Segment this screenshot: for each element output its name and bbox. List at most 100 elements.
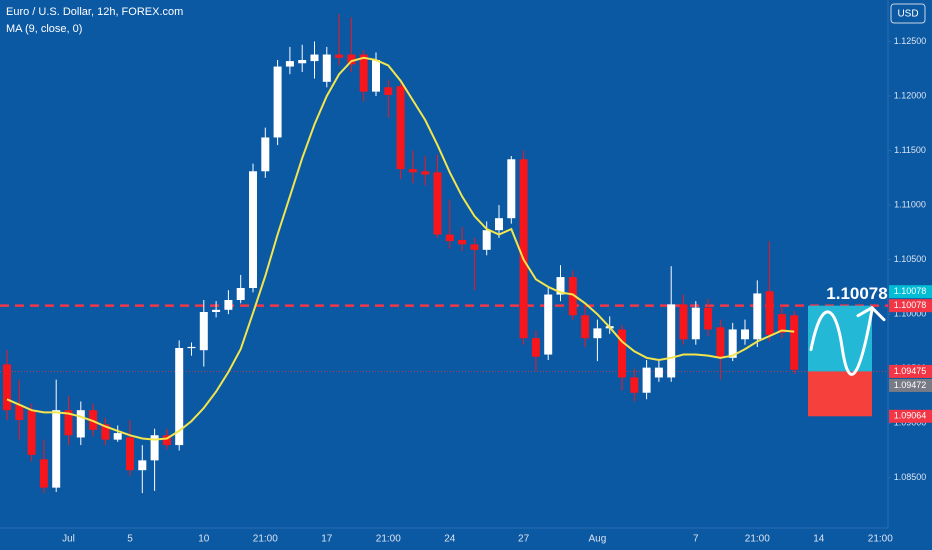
- candle-body: [753, 293, 762, 340]
- candle-body: [335, 54, 344, 58]
- candle-body: [359, 54, 368, 92]
- price-label: 1.10078: [894, 286, 927, 296]
- candle-body: [298, 60, 307, 64]
- y-tick-label: 1.10000: [894, 309, 927, 319]
- candle-body: [544, 294, 553, 355]
- x-tick-label: 17: [321, 534, 333, 545]
- candle-body: [212, 309, 221, 312]
- price-label: 1.09064: [894, 411, 927, 421]
- candle-body: [113, 433, 122, 440]
- candle-body: [126, 437, 134, 471]
- y-tick-label: 1.12000: [894, 90, 927, 100]
- annotation: 1.10078: [826, 284, 887, 303]
- candle-body: [593, 328, 602, 339]
- candle-body: [322, 54, 331, 82]
- candle-body: [175, 348, 184, 446]
- price-label: 1.09472: [894, 380, 927, 390]
- x-tick-label: 5: [127, 534, 133, 545]
- candle-body: [101, 424, 110, 440]
- price-label-bg: [889, 409, 932, 423]
- candle-body: [421, 171, 430, 175]
- x-tick-label: 7: [693, 534, 699, 545]
- candle-body: [27, 410, 36, 455]
- stop-zone: [808, 371, 872, 417]
- candle-body: [89, 410, 98, 430]
- x-tick-label: 21:00: [253, 534, 278, 545]
- x-tick-label: 21:00: [745, 534, 770, 545]
- candle-body: [777, 314, 786, 333]
- x-tick-label: 21:00: [376, 534, 401, 545]
- chart-title: Euro / U.S. Dollar, 12h, FOREX.com: [6, 6, 183, 18]
- candle-body: [519, 159, 528, 339]
- candle-body: [458, 240, 467, 245]
- price-label: 1.10078: [894, 300, 927, 310]
- candle-body: [618, 329, 626, 378]
- candle-body: [556, 277, 565, 295]
- price-label-bg: [889, 285, 932, 299]
- y-tick-label: 1.11500: [894, 145, 926, 155]
- y-tick-label: 1.11000: [894, 199, 926, 209]
- candle-body: [667, 304, 676, 378]
- candle-body: [3, 364, 11, 411]
- candle-body: [150, 435, 159, 461]
- candle-body: [310, 54, 319, 62]
- candle-body: [790, 315, 799, 370]
- candle-body: [224, 300, 233, 310]
- currency-button[interactable]: [890, 3, 926, 24]
- candle-body: [76, 410, 85, 438]
- overlay-layer: 1.10078 1.10078 1.10078 1.09475 1.09472 1.090…: [808, 284, 932, 423]
- price-label: 1.09475: [894, 366, 927, 376]
- candle-body: [445, 234, 454, 242]
- x-tick-label: 24: [444, 534, 456, 545]
- candle-body: [654, 367, 663, 378]
- x-tick-label: Aug: [589, 534, 607, 545]
- candle-body: [347, 54, 356, 65]
- wave-drawing: [809, 308, 874, 376]
- candle-body: [691, 307, 700, 340]
- candle-body: [728, 329, 737, 358]
- candle-body: [679, 304, 688, 340]
- candle-body: [249, 171, 257, 288]
- indicator-legend: MA (9, close, 0): [6, 23, 82, 35]
- candle-body: [531, 338, 540, 357]
- candle-body: [285, 61, 294, 67]
- candle-body: [482, 230, 491, 250]
- candle-body: [52, 410, 61, 488]
- candle-body: [716, 327, 725, 358]
- price-label-bg: [889, 299, 932, 313]
- x-tick-label: 10: [198, 534, 210, 545]
- candle-body: [162, 435, 171, 446]
- price-label-bg: [889, 364, 932, 378]
- candle-body: [741, 329, 749, 340]
- price-label-bg: [889, 378, 932, 392]
- candle-body: [495, 218, 503, 231]
- candle-body: [199, 312, 208, 351]
- candle-body: [581, 315, 590, 339]
- candle-body: [15, 404, 24, 420]
- candle-body: [396, 86, 405, 170]
- y-tick-label: 1.08500: [894, 472, 927, 482]
- arrow-head: [856, 306, 886, 322]
- y-tick-label: 1.10500: [894, 254, 927, 264]
- candle-body: [138, 460, 147, 471]
- candle-body: [236, 288, 245, 300]
- candle-body: [507, 159, 516, 219]
- x-tick-label: 14: [813, 534, 825, 545]
- moving-average-line: [6, 56, 795, 441]
- candle-body: [187, 346, 196, 349]
- candle-body: [408, 169, 417, 173]
- marks-layer: [3, 14, 799, 494]
- candle-body: [372, 60, 380, 92]
- x-tick-label: Jul: [62, 534, 75, 545]
- candle-body: [704, 307, 713, 330]
- candle-body: [261, 137, 270, 172]
- candle-body: [568, 277, 577, 316]
- currency-label[interactable]: USD: [897, 9, 918, 20]
- y-tick-label: 1.12500: [894, 36, 927, 46]
- candle-body: [642, 367, 651, 393]
- candle-body: [630, 377, 639, 393]
- candle-body: [273, 66, 282, 138]
- candle-body: [765, 291, 774, 335]
